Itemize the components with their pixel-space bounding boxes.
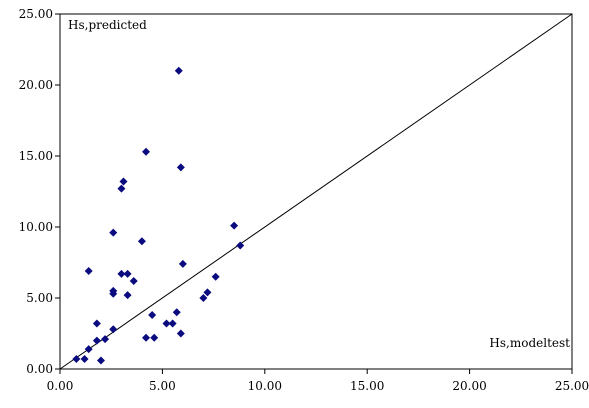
data-point (178, 259, 187, 268)
axis-ticks: 0.00 5.00 10.00 15.00 20.00 25.00 0.00 5.00 10.0… (19, 7, 589, 393)
data-point (80, 355, 89, 364)
data-point (109, 325, 118, 334)
data-point (142, 147, 151, 156)
data-point (117, 184, 126, 193)
data-point (92, 336, 101, 345)
data-point (142, 333, 151, 342)
x-tick-label: 15.00 (350, 379, 384, 393)
x-tick-label: 5.00 (149, 379, 176, 393)
x-tick-label: 0.00 (47, 379, 74, 393)
y-tick-label: 20.00 (19, 78, 53, 92)
x-axis-label: Hs,modeltest (489, 336, 570, 350)
data-point (123, 291, 132, 300)
data-point (236, 241, 245, 250)
data-point (96, 356, 105, 365)
data-point (148, 311, 157, 320)
data-point (199, 294, 208, 302)
data-point (119, 177, 128, 186)
y-tick-label: 5.00 (26, 291, 53, 305)
data-point (137, 237, 146, 246)
data-point (168, 319, 177, 328)
data-point (129, 276, 138, 285)
data-point (117, 269, 126, 278)
x-tick-label: 10.00 (248, 379, 282, 393)
data-point (109, 228, 118, 237)
data-point (109, 286, 118, 295)
data-point (162, 319, 171, 328)
reference-line (59, 13, 573, 370)
data-point (176, 329, 185, 338)
x-tick-label: 20.00 (452, 379, 486, 393)
x-tick-label: 25.00 (555, 379, 589, 393)
data-point (172, 308, 181, 317)
data-point (211, 272, 220, 281)
data-point (72, 355, 81, 364)
data-point (150, 333, 159, 342)
data-point (101, 335, 110, 344)
data-point (92, 319, 101, 328)
y-axis-label: Hs,predicted (68, 18, 147, 32)
y-tick-label: 25.00 (19, 7, 53, 21)
data-point (230, 221, 239, 230)
data-points (72, 66, 245, 365)
data-point (123, 269, 132, 278)
data-point (174, 66, 183, 75)
data-point (176, 163, 185, 172)
data-point (84, 267, 93, 276)
data-point (203, 288, 212, 297)
y-tick-label: 0.00 (26, 362, 53, 376)
y-tick-label: 15.00 (19, 149, 53, 163)
y-tick-label: 10.00 (19, 220, 53, 234)
data-point (84, 345, 93, 354)
